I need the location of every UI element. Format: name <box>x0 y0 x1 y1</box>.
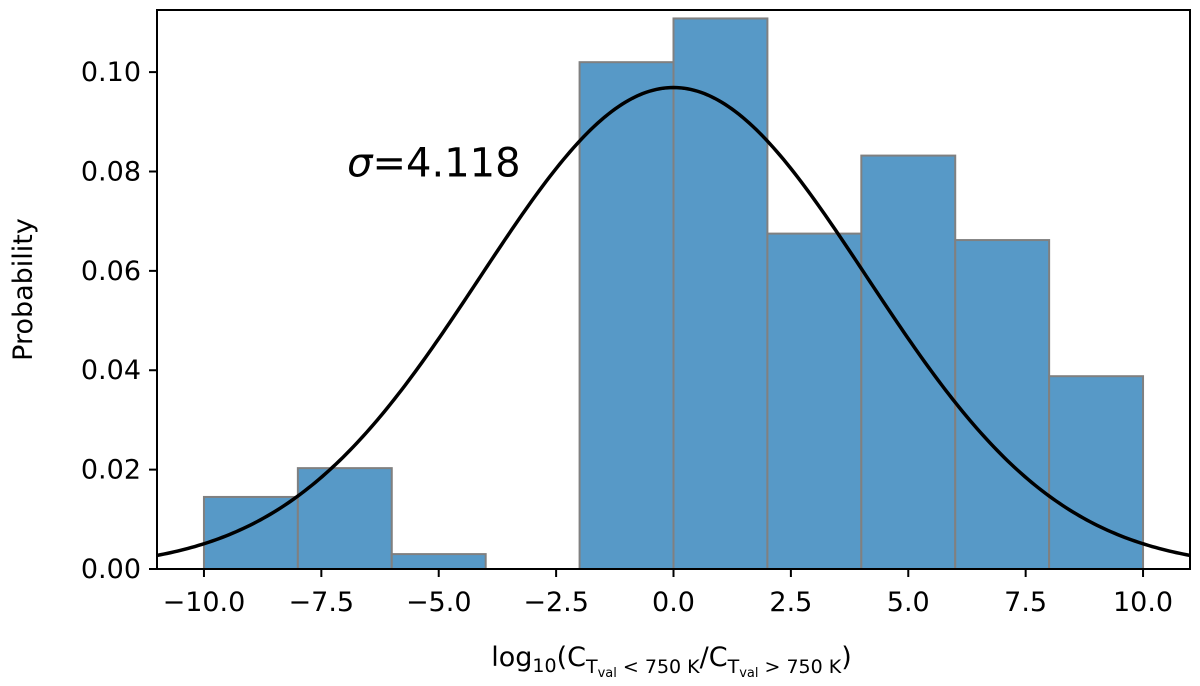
xlabel-prefix: log <box>491 642 532 673</box>
histogram-bar-8 <box>954 239 1051 570</box>
histogram-bar-5 <box>672 17 769 571</box>
sigma-value: =4.118 <box>373 141 521 187</box>
xlabel-sub2-rest: > 750 K <box>758 656 841 678</box>
x-tick-label: 7.5 <box>1004 587 1047 618</box>
histogram-bar-0 <box>202 495 299 570</box>
histogram-bar-4 <box>578 61 675 570</box>
x-tick-label: −5.0 <box>406 587 472 618</box>
y-axis-ticks: 0.00 0.02 0.04 0.06 0.08 0.10 <box>81 57 157 585</box>
x-axis-ticks: −10.0 −7.5 −5.0 −2.5 0.0 2.5 5.0 7.5 10.0 <box>163 569 1173 618</box>
x-tick-label: −2.5 <box>523 587 589 618</box>
histogram-bar-7 <box>860 154 957 570</box>
xlabel-close: ) <box>841 642 852 673</box>
y-axis-label: Probability <box>8 218 39 361</box>
x-tick-label: −7.5 <box>289 587 355 618</box>
x-axis-label: log10(CTval < 750 K/CTval > 750 K) <box>491 642 852 681</box>
y-tick-label: 0.00 <box>81 554 141 585</box>
histogram-bar-6 <box>766 232 863 570</box>
x-tick-label: 0.0 <box>652 587 695 618</box>
xlabel-sub2-main: T <box>727 656 740 678</box>
xlabel-open: (C <box>557 642 586 673</box>
y-tick-label: 0.06 <box>81 256 141 287</box>
xlabel-base: 10 <box>532 655 556 677</box>
xlabel-sub2-sub: val <box>739 666 758 681</box>
histogram-bar-2 <box>390 553 487 570</box>
y-tick-label: 0.04 <box>81 355 141 386</box>
xlabel-slash: /C <box>700 642 728 673</box>
x-tick-label: 5.0 <box>887 587 930 618</box>
y-tick-label: 0.10 <box>81 57 141 88</box>
xlabel-sub1-main: T <box>585 656 598 678</box>
sigma-annotation: σ=4.118 <box>347 141 520 187</box>
y-tick-label: 0.08 <box>81 156 141 187</box>
xlabel-sub1-rest: < 750 K <box>617 656 700 678</box>
histogram-bars <box>202 17 1145 571</box>
xlabel-sub1-sub: val <box>598 666 617 681</box>
x-tick-label: −10.0 <box>163 587 246 618</box>
x-tick-label: 10.0 <box>1113 587 1173 618</box>
x-tick-label: 2.5 <box>769 587 812 618</box>
y-tick-label: 0.02 <box>81 455 141 486</box>
sigma-symbol: σ <box>347 141 374 187</box>
gaussian-fit-curve <box>156 85 1191 558</box>
